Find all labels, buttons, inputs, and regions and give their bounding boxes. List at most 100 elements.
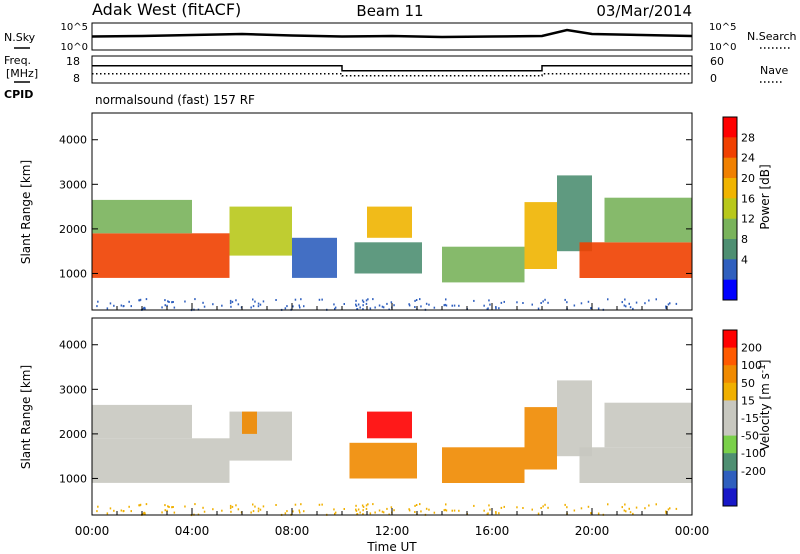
time-xlabel: Time UT	[366, 540, 417, 554]
velocity-clutter-point	[164, 509, 166, 512]
velocity-clutter-point	[473, 504, 475, 507]
power-clutter-point	[252, 298, 254, 301]
noise-right-tick-top: 10^5	[709, 22, 736, 33]
velocity-clutter-point	[257, 510, 260, 513]
velocity-clutter-point	[537, 512, 540, 515]
velocity-clutter-point	[106, 512, 109, 515]
velocity-colorbar-frame	[722, 329, 738, 507]
power-clutter-point	[139, 298, 142, 301]
power-clutter-point	[362, 308, 364, 311]
velocity-clutter-point	[486, 513, 488, 516]
velocity-ytick-label: 1000	[59, 472, 87, 485]
velocity-clutter-point	[362, 509, 364, 512]
power-clutter-point	[318, 298, 321, 301]
power-clutter-point	[292, 305, 294, 308]
power-colorbar-tick: 16	[741, 192, 755, 205]
power-clutter-point	[433, 306, 436, 309]
velocity-colorbar-label: Velocity [m s-1]	[758, 360, 772, 451]
velocity-clutter-point	[444, 508, 446, 511]
power-echo-region	[367, 206, 412, 238]
power-clutter-point	[393, 304, 395, 307]
velocity-clutter-point	[231, 505, 234, 508]
velocity-clutter-point	[393, 509, 395, 512]
power-colorbar-segment	[723, 198, 737, 220]
velocity-echo-region	[367, 411, 412, 439]
power-clutter-point	[229, 299, 232, 302]
velocity-clutter-point	[495, 512, 497, 515]
power-clutter-point	[300, 298, 302, 301]
power-clutter-point	[359, 306, 361, 309]
power-echo-region	[442, 246, 525, 283]
power-clutter-point	[420, 305, 422, 308]
velocity-clutter-point	[419, 503, 421, 506]
power-colorbar-segment	[723, 178, 737, 199]
velocity-colorbar-tick: 100	[741, 359, 762, 372]
velocity-clutter-point	[145, 503, 148, 506]
velocity-echo-region	[442, 447, 525, 483]
velocity-clutter-point	[414, 511, 416, 513]
velocity-clutter-point	[365, 507, 368, 510]
velocity-clutter-point	[635, 506, 638, 509]
power-clutter-point	[303, 305, 305, 308]
power-clutter-point	[321, 298, 323, 301]
velocity-clutter-point	[355, 508, 357, 511]
velocity-clutter-point	[144, 512, 146, 515]
velocity-clutter-point	[173, 511, 176, 514]
time-xtick-label: 00:00	[75, 524, 110, 538]
velocity-echo-region	[579, 447, 692, 483]
power-clutter-point	[257, 305, 260, 308]
power-clutter-point	[229, 302, 232, 305]
power-clutter-point	[250, 306, 252, 309]
velocity-panel: 1000 2000 3000 4000 00:00 04:00 08:00 12:00 16:…	[19, 303, 772, 554]
power-clutter-point	[542, 300, 544, 303]
velocity-clutter-point	[458, 509, 460, 512]
power-clutter-point	[488, 299, 490, 302]
power-clutter-point	[443, 304, 445, 307]
power-colorbar-tick: 28	[741, 131, 755, 144]
velocity-clutter-point	[547, 506, 549, 509]
power-echo-region	[229, 206, 292, 256]
noise-left-tick-bottom: 10^0	[61, 42, 88, 53]
power-colorbar-tick: 20	[741, 172, 755, 185]
power-clutter-point	[419, 298, 421, 301]
freq-line	[92, 65, 692, 72]
velocity-clutter-point	[607, 503, 609, 506]
velocity-clutter-point	[374, 511, 376, 514]
velocity-clutter-point	[202, 506, 204, 509]
power-clutter-point	[298, 304, 300, 307]
power-clutter-point	[333, 303, 335, 306]
velocity-clutter-point	[361, 504, 364, 507]
velocity-clutter-point	[625, 510, 627, 513]
velocity-clutter-point	[597, 512, 600, 515]
velocity-clutter-point	[522, 507, 524, 509]
power-clutter-point	[299, 306, 301, 309]
velocity-colorbar-segment	[723, 365, 737, 384]
velocity-clutter-point	[390, 506, 393, 509]
power-colorbar-frame	[722, 116, 738, 301]
velocity-clutter-point	[138, 504, 140, 507]
power-clutter-point	[334, 306, 337, 309]
power-clutter-point	[655, 298, 657, 301]
velocity-clutter-point	[564, 503, 566, 506]
velocity-echo-region	[92, 438, 230, 483]
velocity-clutter-point	[408, 509, 411, 512]
velocity-clutter-point	[544, 503, 546, 506]
velocity-clutter-point	[184, 505, 186, 508]
power-clutter-point	[120, 304, 123, 307]
velocity-ylabel: Slant Range [km]	[19, 365, 33, 469]
power-clutter-point	[580, 302, 583, 305]
velocity-clutter-point	[667, 508, 670, 511]
velocity-clutter-point	[194, 503, 196, 506]
freq-panel-frame	[91, 55, 693, 84]
power-clutter-point	[172, 301, 174, 303]
velocity-clutter-point	[161, 511, 163, 514]
velocity-clutter-point	[128, 505, 130, 508]
power-clutter-point	[503, 300, 505, 303]
velocity-clutter-point	[355, 509, 358, 512]
velocity-clutter-point	[166, 509, 168, 512]
power-clutter-point	[500, 301, 503, 304]
power-ytick-label: 4000	[59, 134, 87, 147]
power-clutter-point	[623, 304, 626, 307]
power-clutter-point	[644, 302, 646, 305]
velocity-clutter-point	[356, 513, 359, 516]
